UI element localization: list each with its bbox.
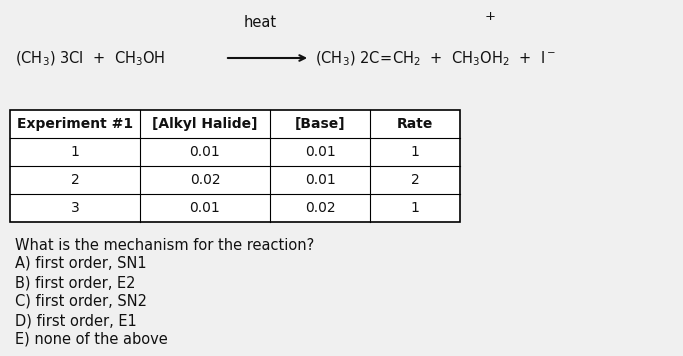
Text: 0.01: 0.01: [305, 145, 335, 159]
Text: 0.01: 0.01: [190, 145, 221, 159]
Text: 3: 3: [70, 201, 79, 215]
Text: 0.01: 0.01: [190, 201, 221, 215]
Text: (CH$_3$) 2C$\!=\!$CH$_2$  +  CH$_3$OH$_2$  +  I$^-$: (CH$_3$) 2C$\!=\!$CH$_2$ + CH$_3$OH$_2$ …: [315, 50, 556, 68]
Text: 2: 2: [410, 173, 419, 187]
Text: 0.02: 0.02: [190, 173, 221, 187]
Text: +: +: [484, 10, 495, 23]
Text: 1: 1: [70, 145, 79, 159]
Text: 2: 2: [70, 173, 79, 187]
Text: Rate: Rate: [397, 117, 433, 131]
Text: 1: 1: [410, 201, 419, 215]
Text: What is the mechanism for the reaction?: What is the mechanism for the reaction?: [15, 238, 314, 253]
Text: C) first order, SN2: C) first order, SN2: [15, 294, 147, 309]
Text: (CH$_3$) 3CI  +  CH$_3$OH: (CH$_3$) 3CI + CH$_3$OH: [15, 50, 165, 68]
Text: heat: heat: [243, 15, 277, 30]
Text: [Alkyl Halide]: [Alkyl Halide]: [152, 117, 257, 131]
Text: [Base]: [Base]: [294, 117, 346, 131]
Text: Experiment #1: Experiment #1: [17, 117, 133, 131]
Text: 0.02: 0.02: [305, 201, 335, 215]
Text: A) first order, SN1: A) first order, SN1: [15, 256, 147, 271]
Text: 0.01: 0.01: [305, 173, 335, 187]
Text: B) first order, E2: B) first order, E2: [15, 275, 135, 290]
Text: 1: 1: [410, 145, 419, 159]
Text: D) first order, E1: D) first order, E1: [15, 313, 137, 328]
Bar: [10, 110, 460, 222]
Text: E) none of the above: E) none of the above: [15, 332, 168, 347]
